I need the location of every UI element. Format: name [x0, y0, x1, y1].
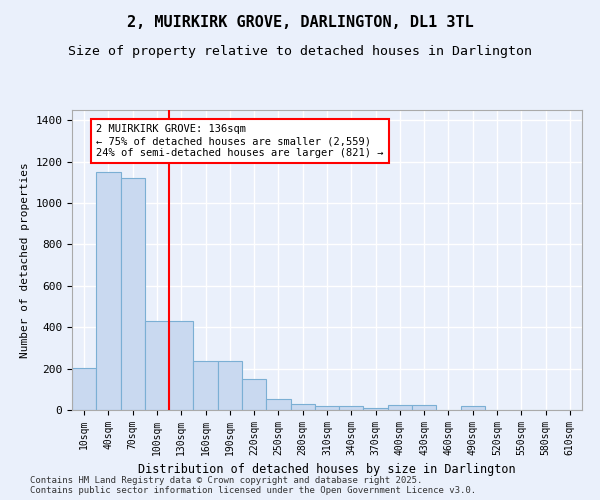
Bar: [461, 406, 485, 410]
Y-axis label: Number of detached properties: Number of detached properties: [20, 162, 30, 358]
Bar: [169, 321, 193, 410]
Bar: [242, 379, 266, 410]
Bar: [388, 405, 412, 410]
Bar: [193, 362, 218, 410]
Bar: [315, 406, 339, 410]
Bar: [218, 362, 242, 410]
Bar: [339, 406, 364, 410]
Bar: [72, 368, 96, 410]
Bar: [290, 404, 315, 410]
Bar: [364, 408, 388, 410]
Bar: [412, 405, 436, 410]
Bar: [121, 178, 145, 410]
Bar: [266, 398, 290, 410]
Text: Size of property relative to detached houses in Darlington: Size of property relative to detached ho…: [68, 45, 532, 58]
Text: 2 MUIRKIRK GROVE: 136sqm
← 75% of detached houses are smaller (2,559)
24% of sem: 2 MUIRKIRK GROVE: 136sqm ← 75% of detach…: [96, 124, 384, 158]
X-axis label: Distribution of detached houses by size in Darlington: Distribution of detached houses by size …: [138, 464, 516, 476]
Text: Contains HM Land Registry data © Crown copyright and database right 2025.
Contai: Contains HM Land Registry data © Crown c…: [30, 476, 476, 495]
Text: 2, MUIRKIRK GROVE, DARLINGTON, DL1 3TL: 2, MUIRKIRK GROVE, DARLINGTON, DL1 3TL: [127, 15, 473, 30]
Bar: [96, 172, 121, 410]
Bar: [145, 321, 169, 410]
